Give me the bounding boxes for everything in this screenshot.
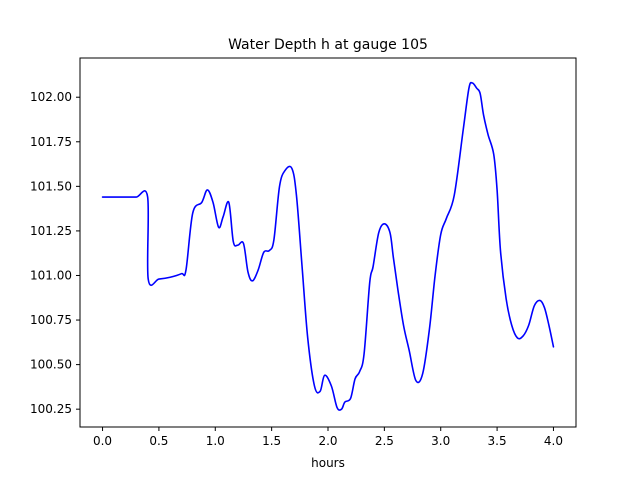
x-tick-label: 0.0 bbox=[93, 434, 112, 448]
y-tick-label: 101.25 bbox=[30, 224, 72, 238]
x-tick-label: 2.0 bbox=[318, 434, 337, 448]
plot-area bbox=[101, 81, 555, 411]
y-tick-label: 100.25 bbox=[30, 402, 72, 416]
x-tick-label: 3.5 bbox=[488, 434, 507, 448]
y-tick-label: 100.75 bbox=[30, 313, 72, 327]
series-line bbox=[101, 81, 555, 411]
y-tick-label: 101.00 bbox=[30, 268, 72, 282]
x-axis-ticks: 0.0 0.5 1.0 1.5 2.0 2.5 3.0 3.5 4.0 bbox=[93, 427, 563, 448]
x-tick-label: 4.0 bbox=[544, 434, 563, 448]
axes-frame bbox=[79, 57, 577, 428]
chart-title: Water Depth h at gauge 105 bbox=[228, 37, 428, 53]
x-tick-label: 3.0 bbox=[431, 434, 450, 448]
x-tick-label: 1.5 bbox=[262, 434, 281, 448]
y-tick-label: 102.00 bbox=[30, 90, 72, 104]
y-tick-label: 101.75 bbox=[30, 135, 72, 149]
y-tick-label: 101.50 bbox=[30, 179, 72, 193]
x-axis-label: hours bbox=[311, 456, 345, 470]
y-axis-ticks: 100.25 100.50 100.75 101.00 101.25 101.50 101.… bbox=[30, 90, 80, 416]
x-tick-label: 0.5 bbox=[149, 434, 168, 448]
x-tick-label: 2.5 bbox=[375, 434, 394, 448]
x-tick-label: 1.0 bbox=[206, 434, 225, 448]
y-tick-label: 100.50 bbox=[30, 358, 72, 372]
